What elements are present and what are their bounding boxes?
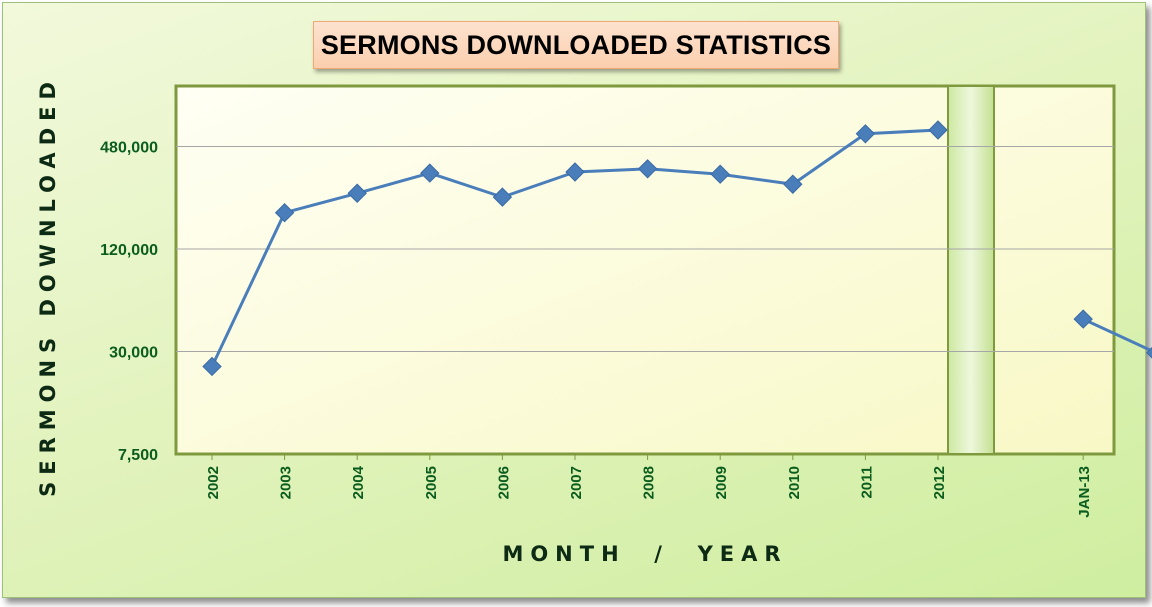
y-tick-label: 120,000	[100, 242, 158, 259]
data-point	[1146, 346, 1152, 359]
chart-title: SERMONS DOWNLOADED STATISTICS	[320, 29, 832, 60]
data-point	[202, 356, 222, 377]
data-point	[710, 164, 730, 184]
y-tick-label: 480,000	[100, 140, 158, 157]
series-line	[1082, 317, 1152, 353]
x-tick-labels: 2002 2003 2004 2005 2006 2007 2008 2009 2010 2011…	[205, 454, 1152, 518]
x-tick-label: 2009	[713, 466, 730, 499]
data-point	[274, 203, 295, 223]
series-markers	[202, 120, 1152, 377]
x-tick-label: FEB-13	[1149, 466, 1152, 518]
chart-title-box: SERMONS DOWNLOADED STATISTICS	[313, 21, 839, 69]
data-point	[492, 187, 513, 207]
y-tick-label: 7,500	[118, 447, 158, 464]
data-point	[1073, 309, 1093, 329]
x-tick-label: 2002	[205, 466, 222, 499]
data-point	[928, 120, 948, 140]
x-tick-label: 2010	[786, 466, 803, 499]
data-point	[783, 174, 803, 194]
x-tick-label: 2008	[641, 466, 658, 499]
data-point	[637, 159, 658, 179]
data-point	[347, 183, 367, 203]
x-tick-label: JAN-13	[1076, 466, 1093, 518]
x-tick-label: 2012	[931, 466, 948, 499]
x-tick-label: 2005	[423, 466, 440, 499]
data-point	[565, 162, 585, 182]
x-axis-title: MONTH / YEAR	[502, 542, 787, 566]
y-axis-title: SERMONS DOWNLOADED	[36, 75, 60, 497]
y-tick-label: 30,000	[109, 345, 158, 362]
x-tick-label: 2011	[858, 466, 875, 499]
x-tick-label: 2007	[568, 466, 585, 499]
x-tick-label: 2003	[278, 466, 295, 499]
x-tick-label: 2004	[350, 465, 367, 499]
data-point	[855, 124, 876, 144]
y-tick-labels: 7,500 30,000 120,000 480,000	[100, 140, 158, 465]
gap-band	[947, 85, 995, 455]
gridlines	[176, 146, 1114, 352]
data-point	[420, 163, 440, 183]
x-tick-label: 2006	[495, 466, 512, 499]
